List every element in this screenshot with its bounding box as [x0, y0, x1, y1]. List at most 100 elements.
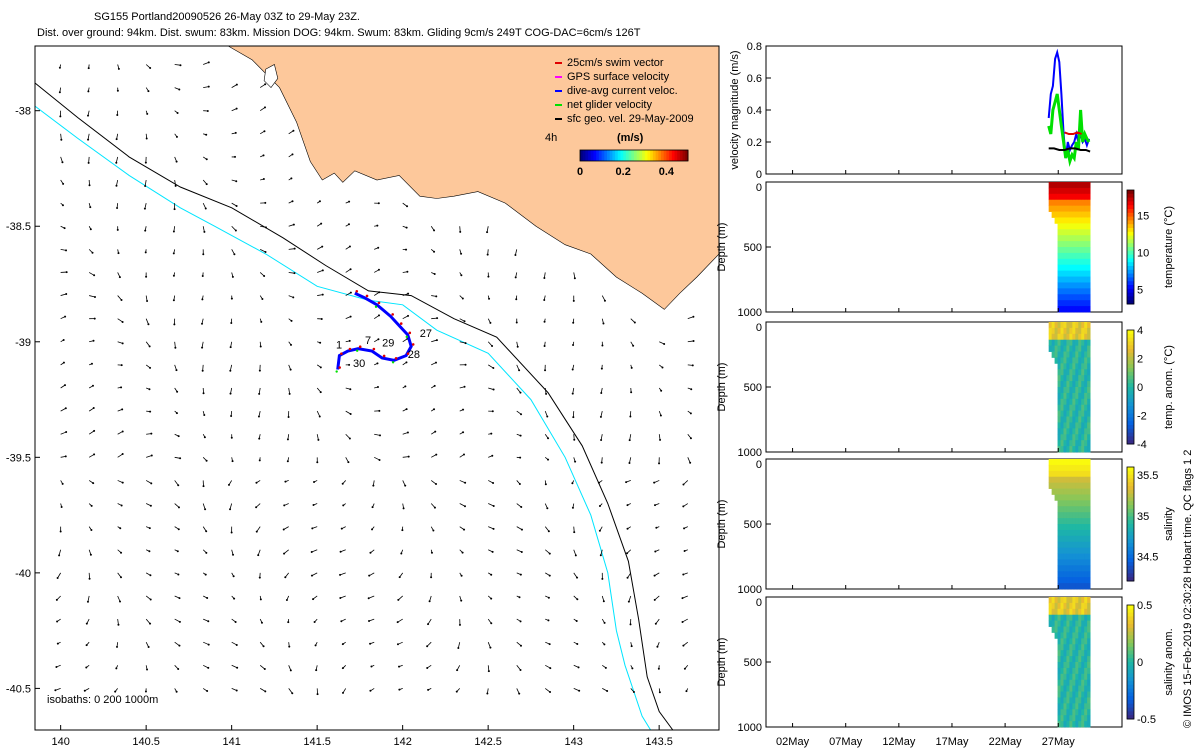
- geo-velocity-arrowhead-455: [578, 689, 581, 692]
- geo-velocity-arrowhead-354: [426, 666, 429, 669]
- geo-velocity-arrowhead-155: [203, 413, 206, 416]
- section-2-cell-104: [1066, 577, 1070, 584]
- section-2-ytick-label-0: 0: [756, 459, 762, 471]
- section-0-cell-28: [1057, 241, 1061, 248]
- geo-velocity-arrowhead-249: [321, 245, 324, 248]
- velocity-ytick-label-2: 0.4: [747, 105, 762, 117]
- section-2-cell-254: [1087, 553, 1091, 560]
- map-colorbar-segment-31: [663, 150, 667, 161]
- section-2-cell-119: [1069, 535, 1073, 543]
- section-3-cell-190: [1078, 703, 1082, 710]
- map-colorbar-segment-3: [588, 150, 592, 161]
- geo-velocity-arrowhead-251: [321, 293, 324, 296]
- section-1-colorbar-seg-10: [1127, 368, 1134, 373]
- section-1-cell-7: [1051, 333, 1055, 341]
- section-1-cell-224: [1084, 369, 1088, 376]
- section-1-cell-58: [1060, 428, 1064, 435]
- section-2-cell-108: [1069, 470, 1073, 478]
- section-3-cell-183: [1078, 662, 1082, 669]
- section-3-cell-236: [1084, 715, 1088, 722]
- geo-velocity-arrowhead-242: [285, 598, 288, 601]
- section-0-cell-40: [1060, 182, 1064, 189]
- section-0-cell-90: [1066, 217, 1070, 224]
- geo-velocity-arrowhead-176: [231, 275, 234, 278]
- section-3-colorbar-tick-2: 0.5: [1137, 600, 1152, 612]
- section-2-cell-13: [1054, 470, 1058, 478]
- geo-velocity-arrowhead-81: [116, 645, 119, 648]
- map-colorbar-segment-9: [604, 150, 608, 161]
- geo-velocity-arrowhead-142: [206, 109, 209, 112]
- section-0-cell-134: [1072, 217, 1076, 224]
- section-0-cell-146: [1072, 288, 1076, 295]
- geo-velocity-arrowhead-373: [458, 623, 461, 626]
- section-1-cell-124: [1069, 428, 1073, 435]
- section-3-cell-140: [1072, 667, 1076, 675]
- section-1-cell-79: [1063, 422, 1067, 429]
- geo-velocity-arrowhead-230: [290, 319, 293, 322]
- geo-velocity-arrowhead-279: [348, 437, 351, 440]
- geo-velocity-arrowhead-160: [205, 530, 208, 533]
- geo-velocity-arrowhead-247: [318, 200, 321, 203]
- geo-velocity-arrowhead-492: [661, 366, 664, 369]
- section-3-cell-65: [1063, 614, 1067, 622]
- section-1-cell-240: [1087, 333, 1091, 341]
- geo-velocity-arrowhead-187: [230, 531, 233, 534]
- legend-entry-3: net glider velocity: [567, 99, 652, 111]
- geo-velocity-arrowhead-441: [571, 368, 574, 371]
- section-1-cell-226: [1084, 381, 1088, 388]
- section-1-cell-256: [1087, 428, 1091, 435]
- geo-velocity-arrowhead-209: [257, 415, 260, 418]
- geo-velocity-arrowhead-120: [172, 252, 175, 255]
- map-colorbar-prefix: 4h: [545, 132, 557, 144]
- geo-velocity-arrowhead-479: [628, 439, 631, 442]
- map-xtick-label-6: 143: [564, 736, 582, 748]
- section-1-cell-238: [1087, 322, 1091, 329]
- geo-velocity-arrowhead-205: [260, 320, 263, 323]
- section-0-cell-74: [1063, 252, 1067, 260]
- section-1-cell-177: [1078, 351, 1082, 358]
- section-2-cell-60: [1060, 577, 1064, 584]
- geo-velocity-arrowhead-147: [203, 230, 206, 233]
- section-2-cell-143: [1072, 547, 1076, 554]
- section-3-cell-147: [1072, 709, 1076, 716]
- map-colorbar-segment-4: [590, 150, 594, 161]
- section-3-cell-245: [1087, 638, 1091, 645]
- section-0-cell-21: [1057, 199, 1061, 207]
- map-colorbar-segment-2: [585, 150, 589, 161]
- geo-velocity-arrowhead-445: [574, 460, 577, 463]
- geo-velocity-arrowhead-38: [93, 296, 96, 299]
- geo-velocity-arrowhead-438: [572, 299, 575, 302]
- section-1-cell-104: [1066, 440, 1070, 447]
- section-0-cell-148: [1072, 300, 1076, 307]
- section-2-cell-147: [1072, 571, 1076, 578]
- section-2-colorbar-seg-27: [1127, 569, 1134, 574]
- section-1-cell-134: [1072, 357, 1076, 364]
- section-3-cell-244: [1087, 632, 1091, 639]
- geo-velocity-arrowhead-523: [685, 690, 688, 693]
- section-3-cell-148: [1072, 715, 1076, 722]
- section-0-cell-106: [1069, 182, 1073, 189]
- section-2-cell-7: [1051, 470, 1055, 478]
- section-0-cell-102: [1066, 288, 1070, 295]
- section-1-colorbar-seg-5: [1127, 349, 1134, 354]
- section-0-colorbar-seg-9: [1127, 224, 1134, 229]
- section-3-cell-191: [1078, 709, 1082, 716]
- geo-velocity-arrowhead-11: [64, 315, 67, 318]
- section-3-cell-107: [1069, 602, 1073, 610]
- section-1-cell-140: [1072, 392, 1076, 400]
- geo-velocity-arrowhead-161: [205, 551, 208, 554]
- section-0-cell-197: [1081, 199, 1085, 207]
- geo-velocity-arrowhead-271: [348, 245, 351, 248]
- section-1-cell-187: [1078, 410, 1082, 417]
- section-2-cell-49: [1060, 512, 1064, 519]
- section-2-cell-91: [1066, 500, 1070, 507]
- section-3-cell-126: [1069, 715, 1073, 722]
- geo-velocity-arrowhead-300: [378, 409, 381, 412]
- geo-velocity-arrowhead-195: [264, 83, 267, 86]
- section-3-cell-120: [1069, 679, 1073, 687]
- section-3-cell-164: [1075, 679, 1079, 687]
- geo-velocity-arrowhead-31: [87, 138, 90, 141]
- section-0-cell-253: [1087, 270, 1091, 277]
- section-2-cell-37: [1057, 571, 1061, 578]
